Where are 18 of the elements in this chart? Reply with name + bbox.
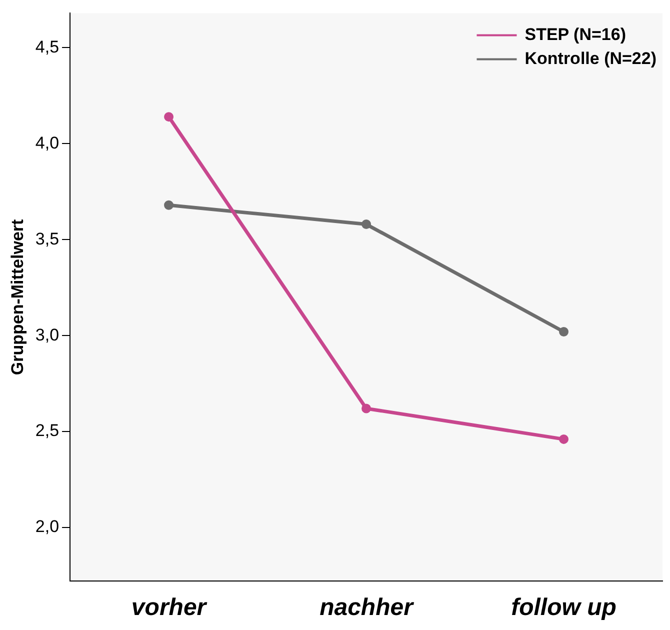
y-tick-label: 3,5 xyxy=(35,229,60,248)
y-tick-label: 3,0 xyxy=(35,325,60,344)
point xyxy=(164,200,174,210)
x-tick-label: nachher xyxy=(320,594,415,622)
y-tick-label: 4,5 xyxy=(35,37,60,56)
legend-label: STEP (N=16) xyxy=(524,24,626,44)
y-tick-label: 2,5 xyxy=(35,421,60,440)
point xyxy=(362,220,372,230)
legend-label: Kontrolle (N=22) xyxy=(524,48,657,68)
y-tick-label: 4,0 xyxy=(35,133,60,152)
x-tick-label: vorher xyxy=(131,594,208,622)
point xyxy=(164,112,174,122)
x-tick-label: follow up xyxy=(511,594,616,622)
point xyxy=(559,326,569,336)
y-axis-title: Gruppen-Mittelwert xyxy=(8,218,27,376)
point xyxy=(362,404,372,414)
y-tick-label: 2,0 xyxy=(35,517,60,536)
point xyxy=(559,434,569,444)
